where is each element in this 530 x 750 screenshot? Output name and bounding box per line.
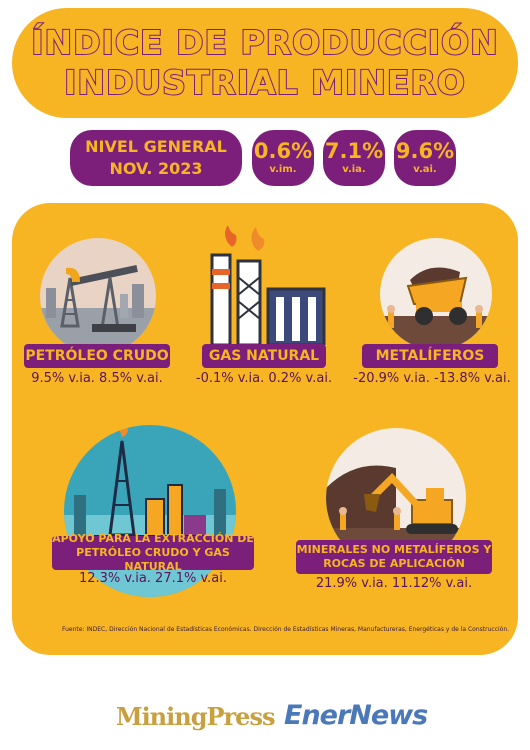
stat-unit: v.ia. — [342, 164, 366, 175]
mining-truck-icon — [380, 238, 492, 350]
title-line-2: INDUSTRIAL MINERO — [63, 62, 466, 103]
sector-label-line: MINERALES NO METALÍFEROS Y — [296, 543, 492, 556]
stat-pill-vim: 0.6% v.im. — [252, 130, 314, 186]
general-level-label: NIVEL GENERAL — [85, 137, 227, 156]
general-level-pill: NIVEL GENERAL NOV. 2023 — [70, 130, 242, 186]
stat-value: 9.6% — [395, 139, 455, 163]
enernews-logo: EnerNews — [284, 700, 428, 731]
miningpress-logo: MiningPress — [116, 702, 275, 731]
sector-values-no-metaliferos: 21.9% v.ia. 11.12% v.ai. — [315, 576, 473, 591]
title-line-1: ÍNDICE DE PRODUCCIÓN — [30, 22, 499, 63]
stat-unit: v.im. — [269, 164, 297, 175]
sector-label-petroleo: PETRÓLEO CRUDO — [24, 344, 170, 368]
gas-plant-icon — [200, 225, 330, 347]
sector-label-line: APOYO PARA LA EXTRACCIÓN DE — [52, 532, 254, 545]
sector-values-apoyo: 12.3% v.ia. 27.1% v.ai. — [78, 571, 228, 586]
stat-pill-via: 7.1% v.ia. — [323, 130, 385, 186]
sector-label-no-metaliferos: MINERALES NO METALÍFEROS Y ROCAS DE APLI… — [296, 540, 492, 574]
oil-pump-icon — [40, 238, 156, 354]
stat-pill-vai: 9.6% v.ai. — [394, 130, 456, 186]
stat-value: 0.6% — [253, 139, 313, 163]
sector-label-apoyo: APOYO PARA LA EXTRACCIÓN DE PETRÓLEO CRU… — [52, 532, 254, 573]
sector-label-gas: GAS NATURAL — [202, 344, 326, 368]
stat-unit: v.ai. — [413, 164, 437, 175]
stat-value: 7.1% — [324, 139, 384, 163]
sector-label-line: PETRÓLEO CRUDO Y GAS NATURAL — [76, 546, 230, 573]
sector-label-metaliferos: METALÍFEROS — [362, 344, 498, 368]
sector-values-metaliferos: -20.9% v.ia. -13.8% v.ai. — [353, 371, 511, 386]
source-note: Fuente: INDEC, Dirección Nacional de Est… — [62, 626, 510, 633]
sector-values-gas: -0.1% v.ia. 0.2% v.ai. — [195, 371, 333, 386]
sector-values-petroleo: 9.5% v.ia. 8.5% v.ai. — [31, 371, 163, 386]
title-banner: ÍNDICE DE PRODUCCIÓN INDUSTRIAL MINERO — [12, 8, 518, 118]
sector-label-line: ROCAS DE APLICACIÓN — [323, 557, 465, 570]
general-level-date: NOV. 2023 — [109, 159, 203, 178]
